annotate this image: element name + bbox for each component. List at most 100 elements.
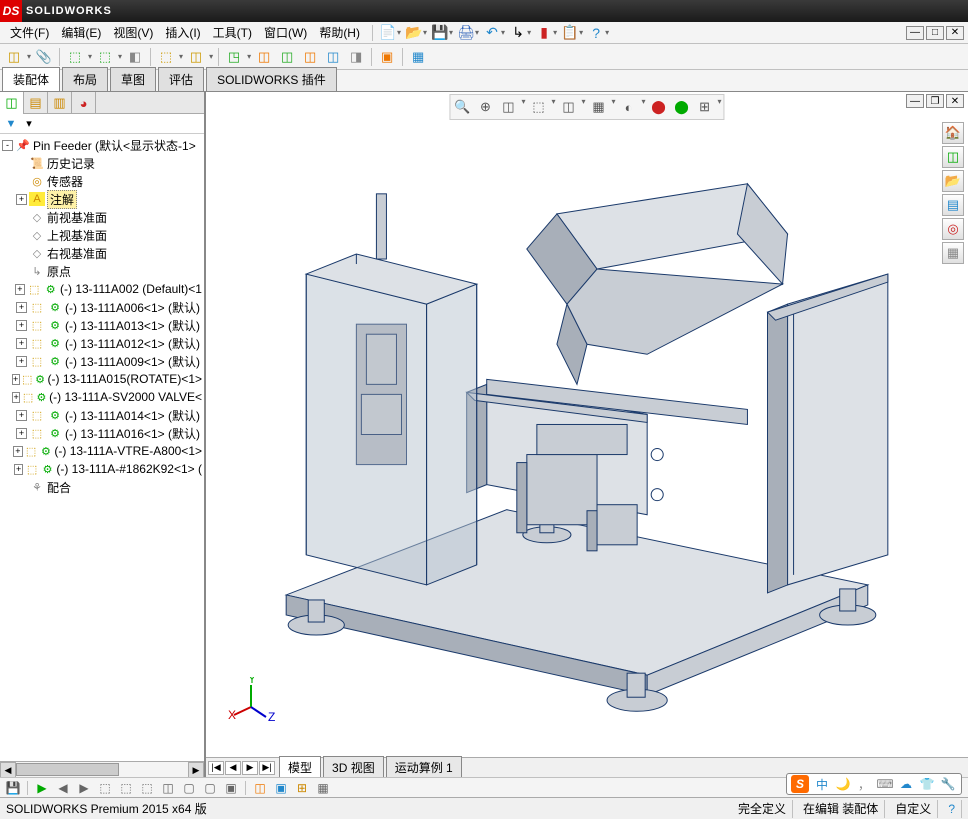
scroll-right[interactable]: ▶ [188, 762, 204, 778]
undo-icon[interactable]: ↶ [483, 24, 501, 42]
menu-插入(I)[interactable]: 插入(I) [159, 22, 206, 43]
graphics-viewport[interactable]: 🔍⊕◫▾⬚▾◫▾▦▾◐▾⬤⬤⊞▾ — ❐ ✕ 🏠◫📂▤◎▦ .e{stroke:… [206, 92, 968, 777]
tree-h-scrollbar[interactable]: ◀ ▶ [0, 761, 204, 777]
bottom-button[interactable]: ▦ [314, 780, 332, 796]
cmd-tab-装配体[interactable]: 装配体 [2, 67, 60, 91]
dropdown-icon[interactable]: ▾ [551, 97, 555, 117]
view-button[interactable]: ⊕ [475, 97, 495, 117]
tree-node[interactable]: ◇上视基准面 [2, 226, 202, 244]
expand-toggle[interactable]: + [14, 464, 24, 475]
menu-工具(T)[interactable]: 工具(T) [207, 22, 258, 43]
cmd-tab-SOLIDWORKS 插件[interactable]: SOLIDWORKS 插件 [206, 67, 337, 91]
bottom-button[interactable]: ⊞ [293, 780, 311, 796]
cmd-tab-布局[interactable]: 布局 [62, 67, 108, 91]
toolbar-button[interactable]: ⬚ [156, 47, 176, 67]
menu-编辑(E)[interactable]: 编辑(E) [55, 22, 107, 43]
scroll-left[interactable]: ◀ [0, 762, 16, 778]
menu-文件(F)[interactable]: 文件(F) [4, 22, 55, 43]
bottom-button[interactable]: ▶ [33, 780, 51, 796]
tree-node[interactable]: ◇右视基准面 [2, 244, 202, 262]
tab-prev[interactable]: ◀ [225, 761, 241, 775]
toolbar-button[interactable]: 📎 [34, 47, 54, 67]
maximize-button[interactable]: □ [926, 26, 944, 40]
tree-node[interactable]: +⬚⚙(-) 13-111A016<1> (默认) [2, 424, 202, 442]
cmd-tab-评估[interactable]: 评估 [158, 67, 204, 91]
dropdown-icon[interactable]: ▾ [179, 52, 183, 61]
options-grid-icon[interactable]: 📋 [561, 24, 579, 42]
dropdown-icon[interactable]: ▾ [27, 52, 31, 61]
expand-toggle[interactable]: - [2, 140, 13, 151]
tree-node[interactable]: +A注解 [2, 190, 202, 208]
print-icon[interactable]: 🖨 [457, 24, 475, 42]
bottom-button[interactable]: ⬚ [117, 780, 135, 796]
toolbar-button[interactable]: ◫ [186, 47, 206, 67]
expand-toggle[interactable]: + [16, 410, 27, 421]
dropdown-icon[interactable]: ▾ [247, 52, 251, 61]
tree-node[interactable]: +⬚⚙(-) 13-111A014<1> (默认) [2, 406, 202, 424]
bottom-button[interactable]: ◫ [251, 780, 269, 796]
model-view[interactable]: .e{stroke:#1b3a6b;stroke-width:1;fill:no… [226, 152, 948, 717]
toolbar-button[interactable]: ◫ [323, 47, 343, 67]
bottom-button[interactable]: ◫ [159, 780, 177, 796]
tree-node[interactable]: +⬚⚙(-) 13-111A-#1862K92<1> ( [2, 460, 202, 478]
ime-toolbar[interactable]: S 中🌙，⌨☁👕🔧 [786, 773, 962, 795]
tree-node[interactable]: +⬚⚙(-) 13-111A012<1> (默认) [2, 334, 202, 352]
tab-next[interactable]: ▶ [242, 761, 258, 775]
tree-tab[interactable]: ▤ [24, 92, 48, 114]
status-help[interactable]: ? [942, 800, 962, 818]
save-icon[interactable]: 💾 [431, 24, 449, 42]
doc-minimize[interactable]: — [906, 94, 924, 108]
bottom-button[interactable]: ⬚ [96, 780, 114, 796]
tab-last[interactable]: ▶| [259, 761, 275, 775]
tree-node[interactable]: ⚘配合 [2, 478, 202, 496]
filter-icon[interactable]: ▼ [4, 117, 18, 131]
ime-button[interactable]: ⌨ [876, 775, 894, 793]
close-button[interactable]: ✕ [946, 26, 964, 40]
bottom-tab-模型[interactable]: 模型 [279, 756, 321, 777]
tree-node[interactable]: +⬚⚙(-) 13-111A-SV2000 VALVE< [2, 388, 202, 406]
dropdown-icon[interactable]: ▾ [88, 52, 92, 61]
dropdown-icon[interactable]: ▾ [209, 52, 213, 61]
tree-node[interactable]: +⬚⚙(-) 13-111A002 (Default)<1 [2, 280, 202, 298]
dropdown-icon[interactable]: ▾ [612, 97, 616, 117]
feature-tree[interactable]: -📌Pin Feeder (默认<显示状态-1>📜历史记录◎传感器+A注解◇前视… [0, 134, 204, 761]
toolbar-button[interactable]: ▦ [408, 47, 428, 67]
filter-dropdown[interactable]: ▾ [22, 117, 36, 131]
tree-node[interactable]: ↳原点 [2, 262, 202, 280]
toolbar-button[interactable]: ◧ [125, 47, 145, 67]
menu-窗口(W)[interactable]: 窗口(W) [258, 22, 313, 43]
ime-button[interactable]: 👕 [918, 775, 936, 793]
toolbar-button[interactable]: ◫ [4, 47, 24, 67]
tree-node[interactable]: 📜历史记录 [2, 154, 202, 172]
taskpane-tab[interactable]: 🏠 [942, 122, 964, 144]
tab-first[interactable]: |◀ [208, 761, 224, 775]
dropdown-icon[interactable]: ▾ [605, 28, 609, 37]
tree-node[interactable]: ◎传感器 [2, 172, 202, 190]
scroll-track[interactable] [16, 762, 188, 777]
bottom-button[interactable]: ◀ [54, 780, 72, 796]
toolbar-button[interactable]: ◨ [346, 47, 366, 67]
dropdown-icon[interactable]: ▾ [118, 52, 122, 61]
expand-toggle[interactable]: + [16, 338, 27, 349]
doc-restore[interactable]: ❐ [926, 94, 944, 108]
tree-node[interactable]: +⬚⚙(-) 13-111A009<1> (默认) [2, 352, 202, 370]
bottom-button[interactable]: ▶ [75, 780, 93, 796]
doc-close[interactable]: ✕ [946, 94, 964, 108]
toolbar-button[interactable]: ◫ [254, 47, 274, 67]
ime-button[interactable]: ， [855, 775, 873, 793]
expand-toggle[interactable]: + [13, 446, 22, 457]
tree-node[interactable]: +⬚⚙(-) 13-111A006<1> (默认) [2, 298, 202, 316]
bottom-button[interactable]: ⬚ [138, 780, 156, 796]
bottom-tab-3D 视图[interactable]: 3D 视图 [323, 756, 384, 777]
minimize-button[interactable]: — [906, 26, 924, 40]
expand-toggle[interactable]: + [16, 356, 27, 367]
dropdown-icon[interactable]: ▾ [521, 97, 525, 117]
menu-视图(V)[interactable]: 视图(V) [107, 22, 159, 43]
view-button[interactable]: ◫ [498, 97, 518, 117]
dropdown-icon[interactable]: ▾ [642, 97, 646, 117]
dropdown-icon[interactable]: ▾ [581, 97, 585, 117]
dropdown-icon[interactable]: ▾ [579, 28, 583, 37]
view-button[interactable]: ⊞ [695, 97, 715, 117]
orientation-triad[interactable]: X Y Z [226, 677, 276, 727]
tree-tab[interactable]: ◫ [0, 92, 24, 114]
